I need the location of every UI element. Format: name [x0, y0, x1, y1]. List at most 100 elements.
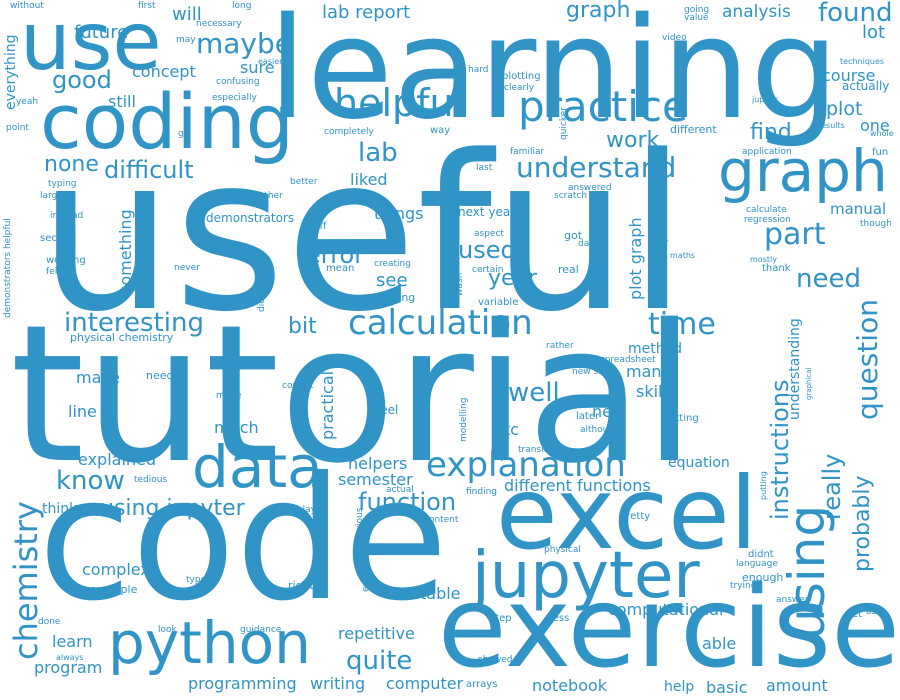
cloud-word: first — [138, 1, 156, 11]
cloud-word: quicker — [559, 107, 569, 140]
cloud-word: answered — [568, 183, 612, 193]
cloud-word: really — [818, 453, 846, 520]
cloud-word: certain — [472, 265, 504, 275]
cloud-word: part — [764, 217, 826, 252]
cloud-word: learning — [268, 0, 840, 151]
cloud-word: jupiter — [752, 95, 778, 104]
cloud-word: graph — [718, 137, 888, 205]
cloud-word: completely — [324, 127, 374, 137]
cloud-word: calculate — [746, 205, 787, 215]
cloud-word: concept — [132, 62, 196, 81]
cloud-word: day — [578, 239, 595, 249]
cloud-word: didn — [257, 292, 267, 312]
cloud-word: typing — [48, 179, 77, 189]
cloud-word: fun — [872, 147, 889, 158]
cloud-word: together — [244, 191, 283, 201]
cloud-word: familiar — [510, 147, 545, 157]
cloud-word: actually — [842, 79, 890, 93]
cloud-word: step — [490, 613, 512, 624]
cloud-word: finding — [466, 487, 498, 497]
cloud-word: amount — [766, 676, 828, 695]
cloud-word: felt — [46, 267, 61, 277]
cloud-word: long — [232, 1, 252, 11]
cloud-word: etc — [494, 420, 519, 439]
cloud-word: way — [430, 125, 451, 136]
cloud-word: code — [38, 441, 448, 639]
cloud-word: lot — [862, 22, 886, 43]
cloud-word: helpful — [334, 81, 465, 125]
cloud-word: look — [158, 625, 177, 635]
cloud-word: equation — [668, 455, 730, 471]
cloud-word: probably — [850, 475, 875, 572]
cloud-word: manual — [830, 200, 887, 218]
cloud-word: though — [860, 219, 892, 229]
cloud-word: skill — [636, 382, 667, 401]
cloud-word: data — [192, 433, 323, 501]
cloud-word: future — [74, 22, 129, 43]
cloud-word: practical — [318, 370, 337, 440]
cloud-word: function — [358, 488, 457, 516]
cloud-word: made — [216, 391, 242, 401]
cloud-word: well — [508, 378, 560, 408]
cloud-word: easier — [258, 57, 283, 66]
cloud-word: problem — [659, 204, 669, 242]
cloud-word: confusing — [216, 77, 260, 87]
cloud-word: liked — [350, 170, 388, 189]
cloud-word: done — [38, 617, 61, 627]
cloud-word: real — [558, 263, 579, 276]
cloud-word: correct — [282, 381, 314, 391]
cloud-word: ask — [866, 607, 882, 617]
cloud-word: writing — [310, 674, 366, 693]
cloud-word: interesting — [64, 308, 204, 338]
cloud-word: course — [822, 66, 876, 85]
cloud-word: chemistry — [7, 501, 45, 660]
cloud-word: different — [670, 123, 717, 136]
cloud-word: explanation — [426, 445, 626, 485]
cloud-word: content — [424, 515, 459, 525]
cloud-word: line — [68, 402, 97, 421]
cloud-word: find — [750, 120, 792, 145]
cloud-word: language — [736, 559, 778, 569]
cloud-word: error — [306, 241, 365, 269]
cloud-word: coding — [40, 77, 295, 166]
cloud-word: transition — [518, 445, 561, 455]
cloud-word: many — [626, 362, 671, 381]
cloud-word: used — [458, 236, 516, 264]
cloud-word: example — [90, 583, 138, 596]
cloud-word: guidance — [240, 625, 282, 635]
cloud-word: last — [476, 163, 493, 173]
cloud-word: computer — [386, 674, 464, 693]
cloud-word: instead — [50, 211, 84, 221]
cloud-word: much — [214, 418, 259, 437]
cloud-word: something — [116, 209, 135, 294]
cloud-word: using — [778, 504, 836, 640]
cloud-word: physical — [544, 545, 581, 555]
cloud-word: especially — [212, 93, 257, 103]
cloud-word: always — [56, 653, 84, 662]
cloud-word: section — [40, 233, 77, 244]
cloud-word: aspect — [474, 229, 504, 239]
cloud-word: understand — [516, 151, 677, 184]
cloud-word: right — [288, 579, 314, 592]
cloud-word: value — [684, 13, 709, 23]
cloud-word: good — [52, 66, 112, 94]
cloud-word: mean — [326, 263, 355, 274]
cloud-word: large — [40, 191, 63, 201]
cloud-word: question — [851, 299, 884, 420]
cloud-word: trying — [730, 581, 757, 591]
cloud-word: less — [550, 613, 570, 624]
cloud-word: need — [796, 264, 861, 294]
cloud-word: putting — [759, 471, 768, 500]
cloud-word: creating — [374, 259, 411, 269]
cloud-word: work — [606, 128, 660, 153]
cloud-word: jupyter — [472, 539, 700, 613]
cloud-word: maybe — [196, 27, 293, 60]
cloud-word: complex — [82, 560, 150, 579]
cloud-word: stuff — [304, 221, 327, 232]
cloud-word: practice — [518, 82, 688, 131]
cloud-word: program — [34, 658, 103, 677]
cloud-word: table — [420, 584, 461, 603]
cloud-word: learn — [52, 632, 93, 651]
cloud-word: tutorial — [10, 284, 696, 505]
